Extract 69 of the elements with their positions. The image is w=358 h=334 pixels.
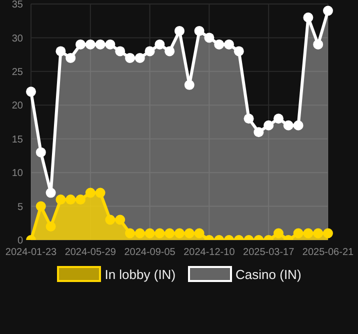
point	[66, 194, 76, 205]
point	[125, 52, 135, 63]
point	[56, 46, 66, 56]
point	[134, 52, 145, 63]
point	[154, 39, 165, 50]
y-tick-label: 30	[12, 33, 24, 44]
point	[115, 46, 126, 56]
point	[323, 228, 333, 238]
point	[134, 228, 145, 238]
y-tick-label: 10	[12, 168, 24, 180]
point	[274, 114, 284, 124]
point	[76, 39, 86, 50]
point	[194, 26, 204, 36]
point	[303, 228, 314, 238]
point	[254, 127, 264, 138]
point	[283, 120, 294, 130]
point	[66, 52, 76, 63]
point	[293, 120, 304, 130]
point	[303, 12, 314, 22]
legend-label: In lobby (IN)	[104, 266, 176, 282]
x-tick-label: 2024-12-10	[184, 247, 236, 258]
point	[323, 6, 333, 16]
legend-label: Casino (IN)	[236, 266, 302, 282]
y-tick-label: 35	[12, 0, 24, 11]
point	[115, 214, 126, 225]
point	[36, 147, 46, 158]
point	[164, 228, 175, 238]
point	[174, 228, 184, 238]
point	[154, 228, 165, 238]
point	[184, 228, 194, 238]
point	[56, 194, 66, 205]
point	[46, 222, 56, 232]
point	[274, 228, 284, 238]
point	[293, 228, 304, 238]
point	[26, 86, 36, 97]
point	[244, 114, 254, 124]
point	[125, 228, 135, 238]
x-tick-label: 2024-05-29	[64, 247, 116, 258]
point	[164, 46, 175, 56]
point	[144, 228, 155, 238]
point	[194, 228, 204, 238]
y-tick-label: 5	[17, 202, 24, 213]
x-tick-label: 2024-01-23	[5, 247, 58, 258]
point	[224, 39, 234, 50]
point	[313, 228, 324, 238]
y-tick-label: 25	[12, 66, 24, 78]
point	[204, 32, 214, 43]
point	[85, 39, 96, 50]
point	[36, 201, 46, 212]
point	[144, 46, 155, 56]
point	[95, 188, 106, 198]
x-tick-label: 2025-03-17	[243, 247, 295, 258]
point	[234, 46, 244, 56]
point	[76, 194, 86, 205]
point	[313, 39, 324, 50]
point	[184, 80, 194, 90]
y-tick-label: 0	[17, 236, 24, 247]
y-tick-label: 20	[12, 100, 24, 112]
y-tick-label: 15	[12, 134, 24, 146]
point	[214, 39, 224, 50]
point	[85, 188, 96, 198]
x-tick-label: 2025-06-21	[302, 247, 354, 258]
point	[105, 39, 116, 50]
point	[264, 120, 274, 130]
point	[105, 214, 116, 225]
point	[46, 188, 56, 198]
point	[174, 26, 184, 36]
x-tick-label: 2024-09-05	[124, 247, 176, 258]
point	[95, 39, 106, 50]
